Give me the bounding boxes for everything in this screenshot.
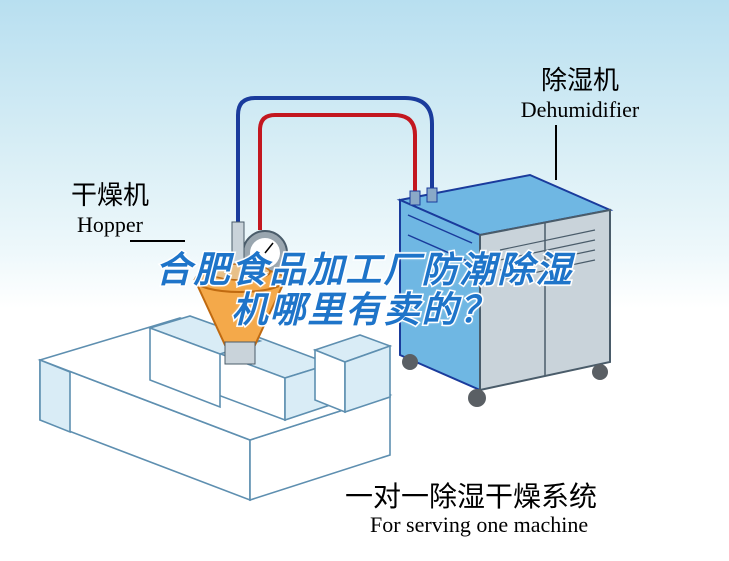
extruder-machine	[40, 316, 390, 500]
overlay-title-line1: 合肥食品加工厂防潮除湿	[0, 250, 729, 290]
overlay-title-line2: 机哪里有卖的？	[0, 290, 729, 330]
supply-pipe	[260, 115, 415, 230]
caption-cn: 一对一除湿干燥系统	[345, 475, 597, 515]
overlay-title: 合肥食品加工厂防潮除湿 机哪里有卖的？	[0, 250, 729, 329]
caption-en: For serving one machine	[370, 512, 588, 538]
